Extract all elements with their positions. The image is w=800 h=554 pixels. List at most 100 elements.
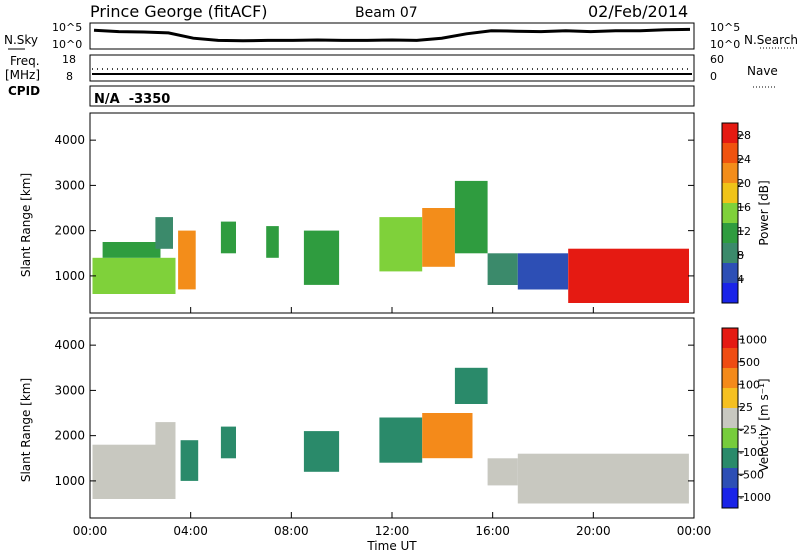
date-title: 02/Feb/2014 xyxy=(588,2,688,21)
colorbar-tick-label: -500 xyxy=(739,468,764,481)
scatter-region-2 xyxy=(180,440,199,481)
station-title: Prince George (fitACF) xyxy=(90,2,268,21)
velocity-y-axis-label: Slant Range [km] xyxy=(19,378,33,482)
velocity-colorbar: 1000 500 100 25 -25 -100 -500 -1000 xyxy=(721,327,771,509)
scatter-region-1 xyxy=(102,242,161,258)
y-tick-label: 4000 xyxy=(54,133,85,147)
freq-label-2: [MHz] xyxy=(5,68,40,82)
colorbar-segment xyxy=(722,143,738,164)
colorbar-segment xyxy=(722,283,738,304)
colorbar-segment xyxy=(722,448,738,469)
scatter-region-12 xyxy=(568,248,689,303)
power-y-axis: 1000 2000 3000 4000 xyxy=(54,133,694,283)
scatter-region-10 xyxy=(487,253,518,285)
scatter-region-0 xyxy=(92,257,176,294)
y-tick-label: 2000 xyxy=(54,429,85,443)
y-tick-label: 2000 xyxy=(54,224,85,238)
colorbar-tick-label: -1000 xyxy=(739,491,771,504)
scatter-region-6 xyxy=(303,230,340,285)
colorbar-tick-label: 20 xyxy=(737,177,751,190)
time-x-axis-label: Time UT xyxy=(366,539,417,553)
scatter-region-5 xyxy=(379,417,423,463)
scatter-region-9 xyxy=(454,180,488,254)
colorbar-tick-label: -100 xyxy=(739,446,764,459)
power-y-axis-label: Slant Range [km] xyxy=(19,173,33,277)
cpid-label: CPID xyxy=(8,84,40,98)
y-tick-label: 1000 xyxy=(54,269,85,283)
power-heatmap xyxy=(92,180,689,303)
colorbar-tick-label: -25 xyxy=(739,423,757,436)
scatter-region-7 xyxy=(454,367,488,404)
velocity-y-axis: 1000 2000 3000 4000 xyxy=(54,338,694,488)
nave-right-tick-bottom: 0 xyxy=(710,70,717,83)
colorbar-frame xyxy=(721,327,739,509)
colorbar-segment xyxy=(722,163,738,184)
power-panel: 1000 2000 3000 4000 Slant Range [km] 4 8 12 16… xyxy=(19,112,771,314)
colorbar-tick-label: 4 xyxy=(737,273,744,286)
colorbar-tick-label: 24 xyxy=(737,153,751,166)
scatter-region-1 xyxy=(155,422,176,454)
y-tick-label: 3000 xyxy=(54,178,85,192)
colorbar-tick-label: 8 xyxy=(737,249,744,262)
colorbar-segment xyxy=(722,123,738,144)
nsky-right-tick-bottom: 10^0 xyxy=(710,38,740,51)
x-tick-label: 00:00 xyxy=(677,524,712,538)
freq-left-tick-top: 18 xyxy=(62,53,76,66)
colorbar-tick-label: 12 xyxy=(737,225,751,238)
nsearch-label: N.Search xyxy=(744,33,798,47)
nsky-left-tick-top: 10^5 xyxy=(52,21,82,34)
scatter-region-7 xyxy=(379,217,423,272)
scatter-region-11 xyxy=(517,253,569,290)
scatter-region-4 xyxy=(220,221,236,254)
colorbar-frame xyxy=(721,122,739,304)
x-tick-label: 08:00 xyxy=(274,524,309,538)
scatter-region-4 xyxy=(303,431,340,472)
velocity-colorbar-label: Velocity [m s⁻¹] xyxy=(757,378,771,471)
scatter-region-2 xyxy=(155,217,173,249)
colorbar-tick-label: 25 xyxy=(739,401,753,414)
colorbar-segment xyxy=(722,348,738,369)
scatter-region-8 xyxy=(422,208,455,267)
y-tick-label: 1000 xyxy=(54,474,85,488)
nsky-left-tick-bottom: 10^0 xyxy=(52,38,82,51)
freq-panel-frame xyxy=(89,54,695,82)
y-tick-label: 4000 xyxy=(54,338,85,352)
colorbar-tick-label: 1000 xyxy=(739,333,767,346)
y-tick-label: 3000 xyxy=(54,383,85,397)
x-tick-label: 20:00 xyxy=(576,524,611,538)
colorbar-segment xyxy=(722,408,738,429)
x-tick-label: 04:00 xyxy=(173,524,208,538)
cpid-frame xyxy=(89,85,695,107)
x-tick-label: 12:00 xyxy=(375,524,410,538)
nsky-label: N.Sky xyxy=(4,33,38,47)
scatter-region-8 xyxy=(487,458,518,486)
scatter-region-6 xyxy=(422,413,473,459)
x-tick-label: 00:00 xyxy=(73,524,108,538)
cpid-value: N/A -3350 xyxy=(94,92,170,107)
colorbar-tick-label: 16 xyxy=(737,201,751,214)
nsky-trace xyxy=(93,27,691,43)
beam-title: Beam 07 xyxy=(355,5,418,21)
colorbar-segment xyxy=(722,223,738,244)
colorbar-segment xyxy=(722,183,738,204)
scatter-region-3 xyxy=(178,230,196,290)
colorbar-segment xyxy=(722,263,738,284)
scatter-region-5 xyxy=(266,226,279,258)
colorbar-segment xyxy=(722,388,738,409)
freq-left-tick-bottom: 8 xyxy=(66,70,73,83)
colorbar-segment xyxy=(722,203,738,224)
power-colorbar: 4 8 12 16 20 24 28 xyxy=(721,122,751,304)
scatter-region-3 xyxy=(220,426,236,459)
nave-label: Nave xyxy=(747,64,778,78)
freq-label-1: Freq. xyxy=(10,54,40,68)
colorbar-segment xyxy=(722,328,738,349)
colorbar-tick-label: 500 xyxy=(739,356,760,369)
colorbar-tick-label: 100 xyxy=(739,378,760,391)
colorbar-segment xyxy=(722,428,738,449)
colorbar-segment xyxy=(722,488,738,509)
time-x-axis: 00:00 04:00 08:00 12:00 16:00 20:00 00:00 xyxy=(73,307,712,538)
velocity-heatmap xyxy=(92,367,689,504)
x-tick-label: 16:00 xyxy=(475,524,510,538)
